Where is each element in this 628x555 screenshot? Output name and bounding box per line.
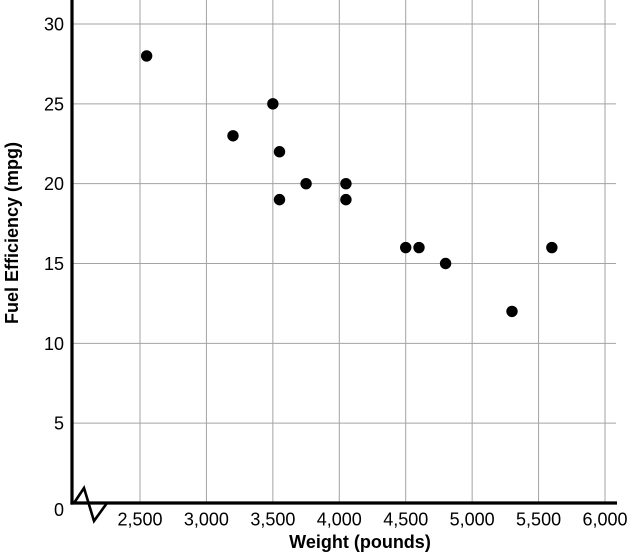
y-tick-label: 20 xyxy=(44,174,64,194)
data-point xyxy=(227,130,239,142)
x-tick-label: 4,000 xyxy=(317,510,362,530)
y-axis-tick-labels: 0 5 10 15 20 25 30 xyxy=(44,15,64,521)
vertical-gridlines xyxy=(139,0,606,503)
y-tick-label: 15 xyxy=(44,254,64,274)
y-axis-title: Fuel Efficiency (mpg) xyxy=(2,142,22,324)
data-point xyxy=(400,241,412,254)
x-tick-label: 6,000 xyxy=(582,510,627,530)
data-point xyxy=(273,146,286,158)
data-point xyxy=(340,193,352,206)
x-tick-label: 3,000 xyxy=(184,510,229,530)
x-tick-label: 3,500 xyxy=(250,510,295,530)
x-tick-label: 2,500 xyxy=(117,510,162,530)
data-point xyxy=(439,257,452,270)
y-tick-label: 5 xyxy=(54,414,64,434)
x-tick-label: 5,500 xyxy=(516,510,561,530)
data-point xyxy=(413,241,425,254)
x-tick-label: 5,000 xyxy=(450,510,495,530)
x-tick-label: 4,500 xyxy=(383,510,428,530)
data-point xyxy=(546,241,558,254)
y-tick-label: 25 xyxy=(44,94,64,114)
data-point xyxy=(506,305,518,318)
data-point xyxy=(273,193,286,206)
data-points xyxy=(140,50,558,318)
x-axis-tick-labels: 2,500 3,000 3,500 4,000 4,500 5,000 5,500 6,000 xyxy=(117,510,627,530)
x-axis-title: Weight (pounds) xyxy=(289,532,431,552)
data-point xyxy=(267,98,279,110)
data-point xyxy=(340,177,352,190)
y-tick-label: 0 xyxy=(54,500,64,520)
axis-break-icon xyxy=(72,484,109,524)
data-point xyxy=(140,50,153,62)
data-point xyxy=(300,177,312,190)
horizontal-gridlines xyxy=(72,23,616,424)
y-tick-label: 30 xyxy=(44,15,64,35)
y-tick-label: 10 xyxy=(44,334,64,354)
